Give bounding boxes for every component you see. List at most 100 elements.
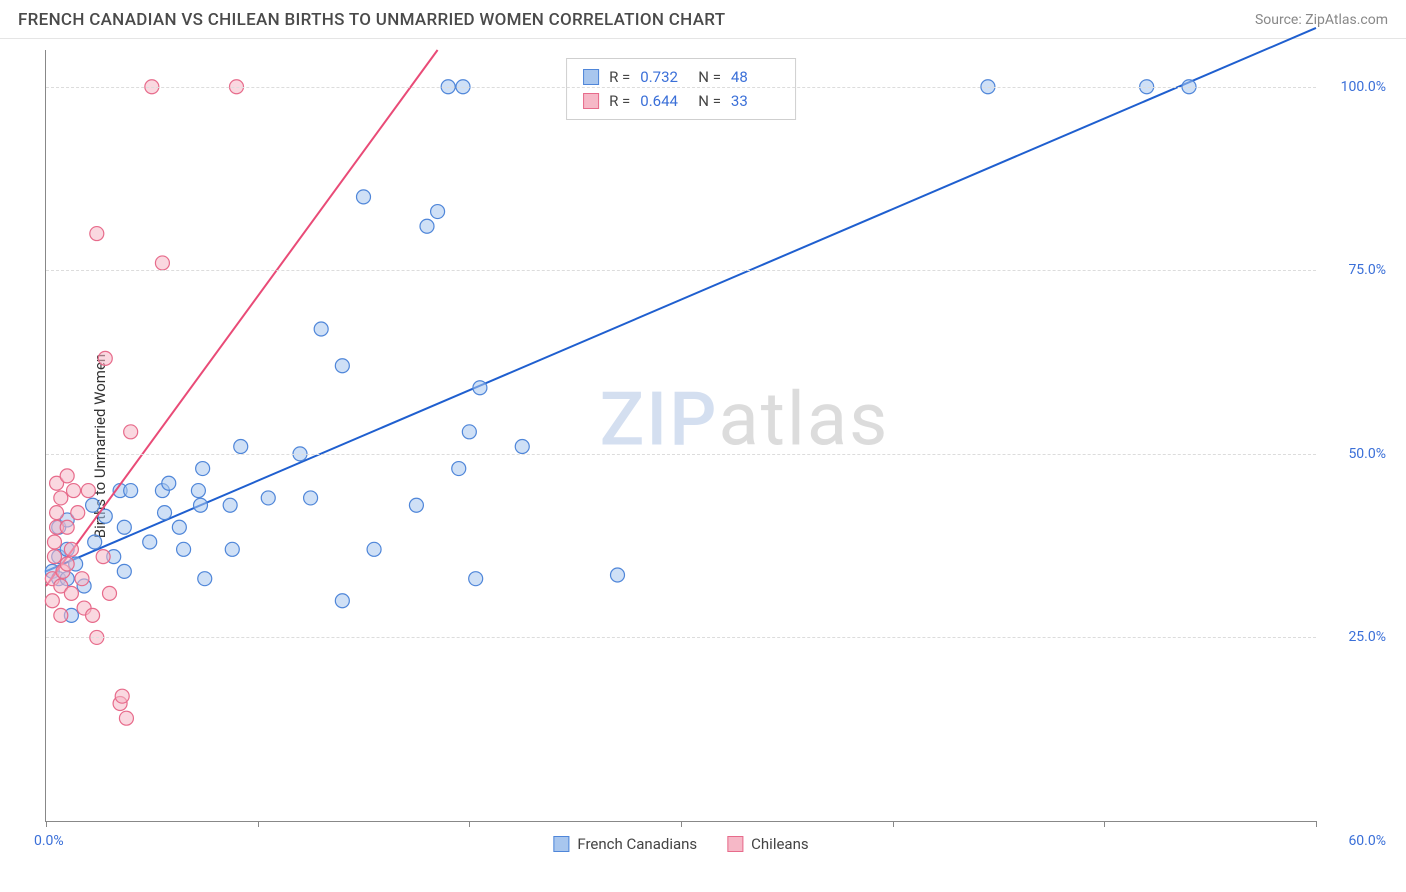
legend-item: French Canadians xyxy=(553,835,697,853)
data-point xyxy=(67,484,81,498)
data-point xyxy=(191,484,205,498)
data-point xyxy=(103,586,117,600)
data-point xyxy=(64,586,78,600)
data-point xyxy=(196,462,210,476)
data-point xyxy=(117,564,131,578)
stats-n-label: N = xyxy=(698,89,721,113)
gridline xyxy=(46,637,1316,638)
data-point xyxy=(469,572,483,586)
stats-row: R = 0.644 N = 33 xyxy=(583,89,779,113)
data-point xyxy=(81,484,95,498)
stats-n-value: 48 xyxy=(731,65,779,89)
data-point xyxy=(143,535,157,549)
gridline xyxy=(46,454,1316,455)
y-tick-label: 25.0% xyxy=(1348,629,1386,645)
y-tick-label: 100.0% xyxy=(1341,79,1386,95)
data-point xyxy=(420,219,434,233)
data-point xyxy=(88,535,102,549)
data-point xyxy=(54,608,68,622)
data-point xyxy=(86,608,100,622)
legend-item: Chileans xyxy=(727,835,808,853)
data-point xyxy=(172,520,186,534)
data-point xyxy=(124,484,138,498)
stats-n-value: 33 xyxy=(731,89,779,113)
data-point xyxy=(198,572,212,586)
data-point xyxy=(431,205,445,219)
data-point xyxy=(261,491,275,505)
regression-line xyxy=(46,50,438,586)
data-point xyxy=(117,520,131,534)
bottom-legend: French Canadians Chileans xyxy=(553,835,808,853)
data-point xyxy=(60,520,74,534)
data-point xyxy=(86,498,100,512)
stats-r-label: R = xyxy=(609,65,630,89)
data-point xyxy=(314,322,328,336)
data-point xyxy=(47,535,61,549)
chart-header: FRENCH CANADIAN VS CHILEAN BIRTHS TO UNM… xyxy=(0,0,1406,39)
data-point xyxy=(71,506,85,520)
data-point xyxy=(119,711,133,725)
data-point xyxy=(357,190,371,204)
data-point xyxy=(225,542,239,556)
x-tick xyxy=(1316,821,1317,827)
scatter-svg xyxy=(46,50,1316,821)
x-axis-min-label: 0.0% xyxy=(34,833,64,849)
data-point xyxy=(223,498,237,512)
chart-source: Source: ZipAtlas.com xyxy=(1255,12,1388,28)
data-point xyxy=(96,550,110,564)
data-point xyxy=(115,689,129,703)
data-point xyxy=(54,491,68,505)
data-point xyxy=(462,425,476,439)
data-point xyxy=(367,542,381,556)
data-point xyxy=(409,498,423,512)
x-axis-max-label: 60.0% xyxy=(1348,833,1386,849)
x-tick xyxy=(1104,821,1105,827)
data-point xyxy=(124,425,138,439)
x-tick xyxy=(681,821,682,827)
legend-swatch-icon xyxy=(553,836,569,852)
data-point xyxy=(611,568,625,582)
x-tick xyxy=(258,821,259,827)
data-point xyxy=(335,359,349,373)
data-point xyxy=(335,594,349,608)
data-point xyxy=(452,462,466,476)
data-point xyxy=(177,542,191,556)
gridline xyxy=(46,270,1316,271)
data-point xyxy=(158,506,172,520)
y-tick-label: 75.0% xyxy=(1348,262,1386,278)
data-point xyxy=(64,542,78,556)
stats-r-value: 0.644 xyxy=(640,89,688,113)
data-point xyxy=(234,440,248,454)
stats-r-value: 0.732 xyxy=(640,65,688,89)
x-tick xyxy=(46,821,47,827)
data-point xyxy=(304,491,318,505)
data-point xyxy=(50,506,64,520)
legend-label: French Canadians xyxy=(577,835,697,853)
legend-swatch-icon xyxy=(727,836,743,852)
data-point xyxy=(155,256,169,270)
data-point xyxy=(515,440,529,454)
stats-n-label: N = xyxy=(698,65,721,89)
data-point xyxy=(47,550,61,564)
stats-r-label: R = xyxy=(609,89,630,113)
plot-area: ZIPatlas R = 0.732 N = 48 R = 0.644 N = … xyxy=(45,50,1316,822)
data-point xyxy=(45,594,59,608)
gridline xyxy=(46,87,1316,88)
data-point xyxy=(98,351,112,365)
data-point xyxy=(75,572,89,586)
legend-swatch-icon xyxy=(583,69,599,85)
legend-label: Chileans xyxy=(751,835,808,853)
stats-legend-box: R = 0.732 N = 48 R = 0.644 N = 33 xyxy=(566,58,796,120)
data-point xyxy=(60,557,74,571)
x-tick xyxy=(893,821,894,827)
chart-title: FRENCH CANADIAN VS CHILEAN BIRTHS TO UNM… xyxy=(18,10,725,30)
stats-row: R = 0.732 N = 48 xyxy=(583,65,779,89)
data-point xyxy=(60,469,74,483)
x-tick xyxy=(469,821,470,827)
data-point xyxy=(194,498,208,512)
data-point xyxy=(473,381,487,395)
y-tick-label: 50.0% xyxy=(1348,446,1386,462)
legend-swatch-icon xyxy=(583,93,599,109)
data-point xyxy=(90,227,104,241)
data-point xyxy=(162,476,176,490)
